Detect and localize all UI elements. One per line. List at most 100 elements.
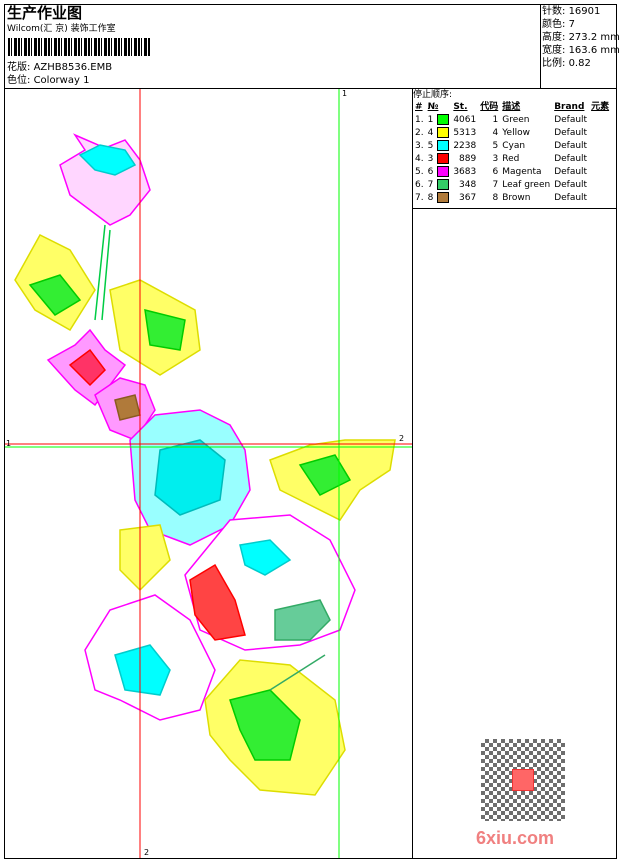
row-index: 5. — [415, 167, 424, 177]
stitches-label: 针数: — [542, 6, 566, 17]
table-row: 3. 5 2238 5 Cyan Default — [413, 140, 611, 153]
stitch-count: 4061 — [453, 115, 477, 125]
color-swatch — [437, 140, 450, 151]
color-code: 7 — [492, 180, 499, 190]
column-header: 代码 — [480, 102, 499, 112]
watermark-site: 6xiu.com — [476, 828, 555, 848]
needle-number: 3 — [427, 154, 434, 164]
stitch-count: 367 — [459, 193, 477, 203]
brand: Default — [554, 193, 588, 203]
design-file: 花版: AZHB8536.EMB — [7, 62, 112, 74]
color-swatch — [437, 127, 450, 138]
colors-value: 7 — [568, 19, 575, 30]
brand: Default — [554, 115, 588, 125]
guide-label-left: 1 — [6, 439, 12, 448]
guide-label-right: 2 — [399, 434, 405, 443]
color-description: Brown — [502, 193, 531, 203]
color-code: 4 — [492, 128, 499, 138]
row-index: 3. — [415, 141, 424, 151]
color-swatch — [437, 153, 450, 164]
color-code: 3 — [492, 154, 499, 164]
color-description: Yellow — [502, 128, 530, 138]
color-count: 颜色: 7 — [542, 19, 575, 31]
stitch-count: 3683 — [453, 167, 477, 177]
color-table-box — [412, 88, 617, 209]
column-header: # — [415, 102, 423, 112]
table-row: 4. 3 889 3 Red Default — [413, 153, 611, 166]
column-header: 元素 — [591, 102, 610, 112]
needle-number: 1 — [427, 115, 434, 125]
table-row: 1. 1 4061 1 Green Default — [413, 114, 611, 127]
brand: Default — [554, 128, 588, 138]
color-description: Leaf green — [502, 180, 551, 190]
color-swatch — [437, 192, 450, 203]
brand: Default — [554, 167, 588, 177]
color-code: 5 — [492, 141, 499, 151]
needle-number: 7 — [427, 180, 434, 190]
brand: Default — [554, 141, 588, 151]
stitches-value: 16901 — [568, 6, 601, 17]
color-code: 8 — [492, 193, 499, 203]
row-index: 7. — [415, 193, 424, 203]
table-row: 2. 4 5313 4 Yellow Default — [413, 127, 611, 140]
column-header: St. — [453, 102, 468, 112]
design-label: 花版: — [7, 62, 31, 73]
page-title: 生产作业图 — [7, 4, 83, 22]
company-name: Wilcom(汇 京) 装饰工作室 — [7, 24, 116, 34]
column-header: 描述 — [502, 102, 521, 112]
needle-number: 4 — [427, 128, 434, 138]
needle-number: 5 — [427, 141, 434, 151]
color-swatch — [437, 114, 450, 125]
barcode — [8, 38, 151, 56]
row-index: 2. — [415, 128, 424, 138]
stamp-logo — [512, 769, 534, 791]
row-index: 6. — [415, 180, 424, 190]
top-flower-center — [78, 144, 137, 176]
design-width: 宽度: 163.6 mm — [542, 45, 620, 57]
height-value: 273.2 mm — [568, 32, 620, 43]
needle-number: 6 — [427, 167, 434, 177]
column-header: № — [427, 102, 439, 112]
scale-value: 0.82 — [568, 58, 591, 69]
design-area — [4, 88, 413, 859]
stitch-count: 2238 — [453, 141, 477, 151]
design-height: 高度: 273.2 mm — [542, 32, 620, 44]
color-description: Magenta — [502, 167, 542, 177]
color-swatch — [437, 179, 450, 190]
color-description: Green — [502, 115, 530, 125]
design-value: AZHB8536.EMB — [33, 62, 113, 73]
row-index: 1. — [415, 115, 424, 125]
guide-label-top: 1 — [342, 89, 348, 98]
scale-label: 比例: — [542, 58, 566, 69]
color-code: 1 — [492, 115, 499, 125]
colorway-label: 色位: — [7, 75, 31, 86]
color-swatch — [437, 166, 450, 177]
color-sequence-table: # № St. 代码 描述 Brand 元素 1. 1 4061 1 Green Default 2. 4… — [413, 101, 611, 205]
brand: Default — [554, 154, 588, 164]
width-value: 163.6 mm — [568, 45, 620, 56]
colorway-value: Colorway 1 — [33, 75, 90, 86]
table-row: 5. 6 3683 6 Magenta Default — [413, 166, 611, 179]
color-code: 6 — [492, 167, 499, 177]
height-label: 高度: — [542, 32, 566, 43]
guide-lines — [5, 89, 412, 858]
color-description: Red — [502, 154, 520, 164]
column-header: Brand — [554, 102, 585, 112]
width-label: 宽度: — [542, 45, 566, 56]
colors-label: 颜色: — [542, 19, 566, 30]
color-description: Cyan — [502, 141, 526, 151]
design-scale: 比例: 0.82 — [542, 58, 591, 70]
brand: Default — [554, 180, 588, 190]
stitch-count: 348 — [459, 180, 477, 190]
colorway: 色位: Colorway 1 — [7, 75, 89, 87]
stitch-count: 889 — [459, 154, 477, 164]
needle-number: 8 — [427, 193, 434, 203]
row-index: 4. — [415, 154, 424, 164]
stitch-count: 5313 — [453, 128, 477, 138]
table-row: 7. 8 367 8 Brown Default — [413, 192, 611, 205]
guide-label-bottom: 2 — [144, 848, 150, 857]
table-row: 6. 7 348 7 Leaf green Default — [413, 179, 611, 192]
stop-sequence-title: 停止顺序: — [413, 90, 453, 100]
